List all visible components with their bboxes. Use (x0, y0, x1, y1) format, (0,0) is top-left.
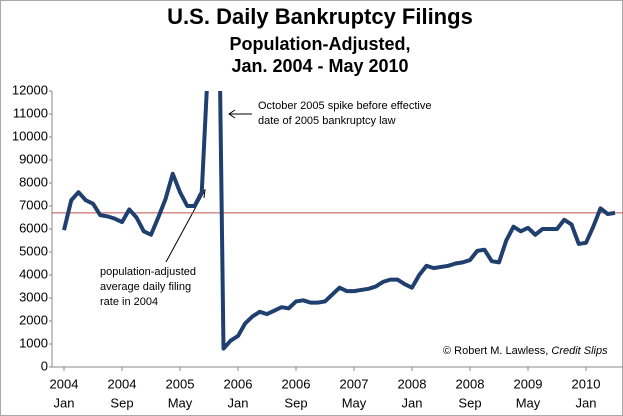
y-tick-label: 4000 (19, 266, 48, 281)
annotation: population-adjusted (100, 266, 196, 278)
x-tick-label: Sep (110, 395, 133, 410)
x-tick-label: 2008 (398, 376, 427, 391)
y-tick-label: 9000 (19, 151, 48, 166)
x-tick-label: 2006 (282, 376, 311, 391)
chart-subtitle: Population-Adjusted, (230, 34, 411, 54)
annotation: October 2005 spike before effective (258, 100, 431, 112)
credit: © Robert M. Lawless, Credit Slips (443, 345, 608, 357)
annotation: average daily filing (100, 281, 191, 293)
x-tick-label: 2004 (108, 376, 137, 391)
x-tick-label: 2009 (514, 376, 543, 391)
y-tick-label: 1000 (19, 335, 48, 350)
y-tick-label: 10000 (12, 128, 48, 143)
chart-subtitle: Jan. 2004 - May 2010 (231, 56, 408, 76)
x-tick-label: 2007 (340, 376, 369, 391)
data-line (62, 91, 616, 351)
y-tick-label: 5000 (19, 243, 48, 258)
annotation: date of 2005 bankruptcy law (258, 115, 396, 127)
x-tick-label: 2004 (50, 376, 79, 391)
x-tick-label: 2010 (572, 376, 601, 391)
y-tick-label: 7000 (19, 197, 48, 212)
y-tick-label: 12000 (12, 82, 48, 97)
x-tick-label: Jan (228, 395, 249, 410)
x-tick-label: Sep (458, 395, 481, 410)
chart-title: U.S. Daily Bankruptcy Filings (167, 4, 473, 29)
x-tick-label: Jan (402, 395, 423, 410)
x-tick-label: Jan (576, 395, 597, 410)
x-tick-label: Sep (284, 395, 307, 410)
annotation: rate in 2004 (100, 296, 158, 308)
x-tick-label: 2005 (166, 376, 195, 391)
y-tick-label: 3000 (19, 289, 48, 304)
x-tick-label: Jan (54, 395, 75, 410)
y-tick-label: 0 (41, 358, 48, 373)
x-tick-label: May (342, 395, 367, 410)
x-tick-label: 2006 (224, 376, 253, 391)
y-tick-label: 6000 (19, 220, 48, 235)
x-tick-label: May (516, 395, 541, 410)
y-tick-label: 11000 (13, 105, 48, 120)
x-tick-label: May (168, 395, 193, 410)
y-tick-label: 2000 (19, 312, 48, 327)
x-tick-label: 2008 (456, 376, 485, 391)
plot-area (62, 91, 616, 351)
y-tick-label: 8000 (19, 174, 48, 189)
